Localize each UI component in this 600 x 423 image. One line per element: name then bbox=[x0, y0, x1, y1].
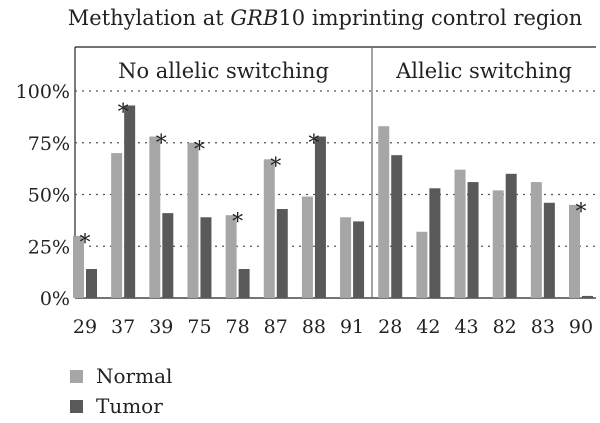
x-tick-label-88: 88 bbox=[302, 316, 326, 338]
bar-tumor-90 bbox=[582, 295, 593, 298]
x-tick-label-43: 43 bbox=[454, 316, 478, 338]
bar-normal-78 bbox=[225, 215, 237, 298]
bar-normal-43 bbox=[454, 169, 466, 298]
group-labels: No allelic switching Allelic switching bbox=[118, 59, 572, 83]
x-tick-label-29: 29 bbox=[73, 316, 97, 338]
bar-tumor-75 bbox=[200, 217, 212, 298]
bar-normal-42 bbox=[416, 231, 428, 298]
chart-title-prefix: Methylation at bbox=[68, 6, 231, 30]
chart-title-number: 10 bbox=[278, 6, 305, 30]
x-tick-label-82: 82 bbox=[493, 316, 517, 338]
chart-title-suffix: imprinting control region bbox=[305, 6, 582, 30]
legend-label-normal: Normal bbox=[96, 364, 172, 388]
significance-marker-90: * bbox=[576, 200, 587, 225]
x-tick-label-42: 42 bbox=[416, 316, 440, 338]
group-label: Allelic switching bbox=[395, 59, 572, 83]
bar-tumor-88 bbox=[314, 136, 326, 298]
significance-marker-78: * bbox=[232, 210, 243, 235]
bar-normal-91 bbox=[340, 217, 352, 298]
bar-normal-39 bbox=[149, 136, 161, 298]
bar-tumor-82 bbox=[505, 173, 517, 298]
bar-tumor-87 bbox=[276, 208, 288, 298]
legend-swatch-tumor bbox=[70, 400, 83, 413]
bar-tumor-28 bbox=[391, 155, 403, 298]
bar-tumor-78 bbox=[238, 269, 250, 298]
significance-marker-88: * bbox=[308, 132, 319, 157]
x-tick-label-91: 91 bbox=[340, 316, 364, 338]
x-tick-label-75: 75 bbox=[187, 316, 211, 338]
bar-normal-37 bbox=[111, 153, 123, 298]
bar-tumor-37 bbox=[124, 105, 136, 299]
significance-markers: * * * * * * * * bbox=[80, 100, 587, 255]
y-tick-label: 25% bbox=[28, 236, 70, 258]
bar-tumor-29 bbox=[86, 269, 97, 298]
bars bbox=[73, 105, 593, 299]
legend-label-tumor: Tumor bbox=[96, 394, 163, 418]
bar-tumor-42 bbox=[429, 188, 441, 298]
significance-marker-37: * bbox=[118, 100, 129, 125]
bar-tumor-43 bbox=[467, 182, 479, 298]
x-axis-category-labels: 29 37 39 75 78 87 88 91 28 42 43 82 83 90 bbox=[73, 316, 593, 338]
bar-normal-75 bbox=[187, 142, 199, 298]
y-tick-label: 100% bbox=[16, 81, 70, 103]
y-tick-label: 50% bbox=[28, 185, 70, 207]
significance-marker-39: * bbox=[156, 132, 167, 157]
chart-title-gene: GRB bbox=[230, 6, 278, 30]
chart-title: Methylation at GRB10 imprinting control … bbox=[68, 6, 582, 30]
significance-marker-87: * bbox=[270, 154, 281, 179]
bar-normal-83 bbox=[530, 182, 542, 298]
bar-normal-90 bbox=[569, 204, 580, 298]
bar-normal-88 bbox=[301, 196, 313, 298]
bar-normal-29 bbox=[73, 235, 84, 298]
x-tick-label-39: 39 bbox=[149, 316, 173, 338]
significance-marker-29: * bbox=[80, 231, 91, 256]
bar-tumor-39 bbox=[162, 213, 174, 298]
x-tick-label-83: 83 bbox=[531, 316, 555, 338]
legend-swatch-normal bbox=[70, 370, 83, 383]
bar-normal-28 bbox=[378, 126, 390, 298]
group-label: No allelic switching bbox=[118, 59, 329, 83]
y-axis-ticks: 0% 25% 50% 75% 100% bbox=[16, 81, 70, 310]
x-tick-label-90: 90 bbox=[569, 316, 593, 338]
bar-tumor-91 bbox=[353, 221, 365, 298]
y-tick-label: 0% bbox=[40, 288, 70, 310]
x-tick-label-37: 37 bbox=[111, 316, 135, 338]
x-tick-label-78: 78 bbox=[226, 316, 250, 338]
legend: Normal Tumor bbox=[70, 364, 172, 418]
bar-tumor-83 bbox=[543, 202, 555, 298]
bar-normal-87 bbox=[263, 159, 275, 298]
significance-marker-75: * bbox=[194, 138, 205, 163]
y-tick-label: 75% bbox=[28, 133, 70, 155]
x-tick-label-87: 87 bbox=[264, 316, 288, 338]
x-tick-label-28: 28 bbox=[378, 316, 402, 338]
bar-normal-82 bbox=[492, 190, 504, 298]
